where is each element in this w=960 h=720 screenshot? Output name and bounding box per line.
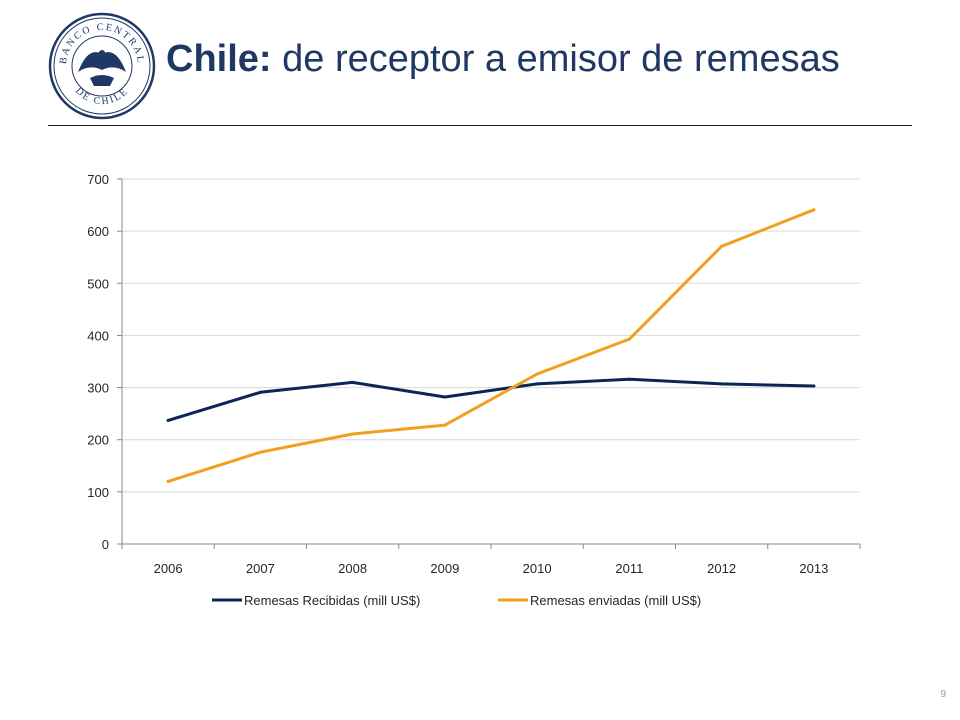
chart-legend: Remesas Recibidas (mill US$) Remesas envi… bbox=[212, 593, 701, 608]
title-country: Chile: bbox=[166, 38, 272, 80]
y-tick-label: 400 bbox=[87, 328, 109, 343]
series-remesas-enviadas-point bbox=[720, 244, 724, 248]
series-remesas-enviadas-point bbox=[166, 479, 170, 483]
y-tick-label: 700 bbox=[87, 172, 109, 187]
y-axis-tick-labels: 0 100 200 300 400 500 600 700 bbox=[87, 172, 109, 552]
series-remesas-recibidas-point bbox=[812, 384, 816, 388]
x-tick-label: 2007 bbox=[246, 561, 275, 576]
page-title: Chile: de receptor a emisor de remesas bbox=[166, 40, 840, 78]
y-tick-label: 300 bbox=[87, 381, 109, 396]
x-axis-tick-labels: 2006 2007 2008 2009 2010 2011 2012 2013 bbox=[154, 561, 829, 576]
x-tick-label: 2013 bbox=[799, 561, 828, 576]
y-tick-label: 200 bbox=[87, 433, 109, 448]
y-tick-label: 500 bbox=[87, 276, 109, 291]
series-remesas-enviadas-point bbox=[812, 208, 816, 212]
series-remesas-recibidas-point bbox=[258, 390, 262, 394]
series-remesas-enviadas-point bbox=[351, 432, 355, 436]
x-tick-label: 2009 bbox=[430, 561, 459, 576]
series-remesas-recibidas-point bbox=[627, 377, 631, 381]
condor-emblem-icon bbox=[78, 50, 126, 86]
x-tick-label: 2006 bbox=[154, 561, 183, 576]
legend-label: Remesas Recibidas (mill US$) bbox=[244, 593, 420, 608]
series-remesas-recibidas-point bbox=[166, 418, 170, 422]
title-text: de receptor a emisor de remesas bbox=[271, 38, 840, 80]
series-remesas-recibidas-point bbox=[535, 382, 539, 386]
y-tick-label: 100 bbox=[87, 485, 109, 500]
grid-lines bbox=[122, 178, 860, 493]
series-remesas-recibidas-point bbox=[720, 382, 724, 386]
page-number: 9 bbox=[940, 689, 946, 700]
series-remesas-recibidas-line bbox=[166, 377, 816, 422]
y-tick-label: 600 bbox=[87, 224, 109, 239]
axes bbox=[117, 178, 861, 549]
x-tick-label: 2010 bbox=[523, 561, 552, 576]
series-remesas-recibidas-point bbox=[443, 395, 447, 399]
x-tick-label: 2008 bbox=[338, 561, 367, 576]
series-remesas-enviadas-point bbox=[443, 423, 447, 427]
x-tick-label: 2012 bbox=[707, 561, 736, 576]
legend-label: Remesas enviadas (mill US$) bbox=[530, 593, 701, 608]
y-tick-label: 0 bbox=[102, 537, 109, 552]
series-remesas-enviadas-point bbox=[627, 337, 631, 341]
banco-central-seal-logo: BANCO CENTRAL DE CHILE bbox=[48, 12, 156, 120]
series-remesas-enviadas-point bbox=[258, 450, 262, 454]
x-tick-label: 2011 bbox=[615, 561, 643, 576]
series-remesas-recibidas-point bbox=[351, 380, 355, 384]
series-remesas-enviadas-line bbox=[166, 208, 816, 483]
title-divider bbox=[48, 125, 912, 126]
series-remesas-enviadas-point bbox=[535, 372, 539, 376]
data-series bbox=[166, 208, 816, 483]
